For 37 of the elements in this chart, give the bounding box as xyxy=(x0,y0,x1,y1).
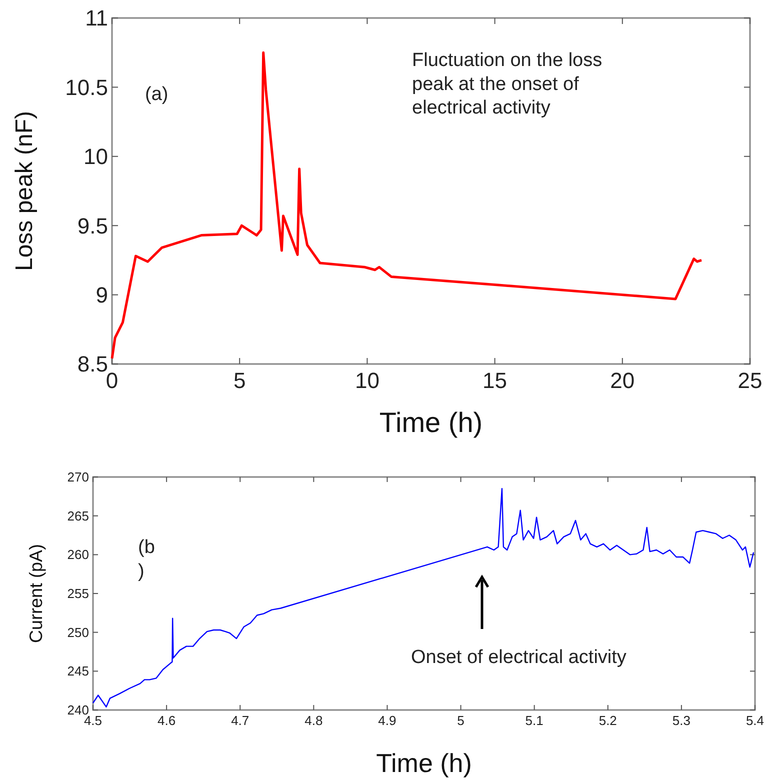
y-tick-label: 8.5 xyxy=(77,352,108,377)
x-tick-label: 4.8 xyxy=(304,713,323,728)
annotation: Fluctuation on the loss peak at the onset of electrical activity xyxy=(412,50,602,118)
x-tick-label: 5 xyxy=(233,368,246,393)
y-tick-label: 250 xyxy=(67,624,89,640)
x-axis-title: Time (h) xyxy=(376,748,472,778)
x-axis-title: Time (h) xyxy=(379,407,483,438)
x-tick-label: 0 xyxy=(106,368,118,393)
x-tick-label: 25 xyxy=(738,368,762,393)
x-tick-label: 15 xyxy=(482,368,508,393)
x-tick-label: 20 xyxy=(610,368,635,393)
y-tick-label: 255 xyxy=(67,586,89,602)
y-tick-label: 10.5 xyxy=(65,74,108,100)
annotation: (a) xyxy=(145,84,168,105)
line-series xyxy=(110,51,703,360)
x-tick-label: 10 xyxy=(354,368,380,393)
x-tick-label: 4.6 xyxy=(158,713,176,728)
x-tick-label: 4.9 xyxy=(378,713,396,728)
y-tick-label: 270 xyxy=(67,470,89,485)
y-axis-title: Loss peak (nF) xyxy=(11,110,38,272)
line-series xyxy=(92,488,754,708)
y-tick-label: 9.5 xyxy=(77,213,108,238)
y-tick-label: 11 xyxy=(85,6,108,31)
y-tick-label: 9 xyxy=(96,282,108,308)
x-tick-label: 5 xyxy=(457,713,464,728)
x-tick-label: 5.3 xyxy=(672,713,690,728)
annotation: Onset of electrical activity xyxy=(411,647,627,668)
y-tick-label: 10 xyxy=(84,144,108,170)
y-tick-label: 245 xyxy=(67,664,89,679)
annotation: (b ) xyxy=(138,537,155,582)
x-tick-label: 5.2 xyxy=(598,713,617,728)
y-tick-label: 265 xyxy=(67,508,89,524)
x-tick-label: 5.1 xyxy=(525,713,544,728)
x-tick-label: 5.4 xyxy=(746,713,764,728)
y-tick-label: 260 xyxy=(67,547,89,562)
x-tick-label: 4.7 xyxy=(231,713,250,728)
y-axis-title: Current (pA) xyxy=(26,544,46,644)
